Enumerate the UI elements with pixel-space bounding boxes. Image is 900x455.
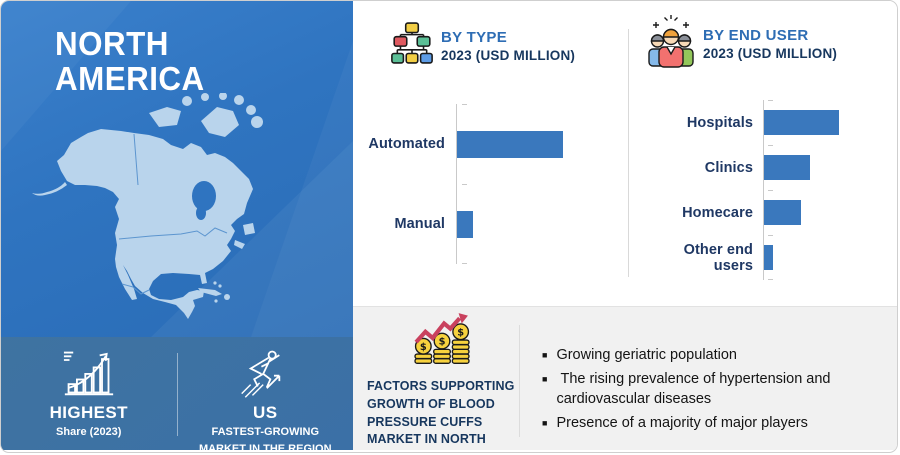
factors-bullet-list: ■ Growing geriatric population ■ The ris…: [542, 345, 852, 436]
axis-tick: [768, 145, 773, 146]
by-end-user-header: BY END USER 2023 (USD MILLION): [647, 13, 837, 74]
factors-title: FACTORS SUPPORTING GROWTH OF BLOOD PRESS…: [367, 379, 515, 452]
runner-icon: [233, 347, 297, 399]
stat-sublabel: FASTEST-GROWING MARKET IN THE REGION: [198, 426, 332, 453]
axis-tick: [768, 190, 773, 191]
charts-panel: BY TYPE 2023 (USD MILLION) Automated Man…: [353, 1, 897, 306]
stat-label: US: [253, 403, 278, 422]
axis-tick: [768, 279, 773, 280]
bullet-text: Presence of a majority of major players: [556, 414, 808, 431]
bullet-text: The rising prevalence of hypertension an…: [556, 370, 835, 408]
axis-tick: [462, 184, 467, 185]
list-item: ■ The rising prevalence of hypertension …: [542, 369, 852, 410]
svg-text:$: $: [457, 327, 464, 338]
by-end-user-chart: Hospitals Clinics Homecare Other end use…: [643, 100, 893, 280]
bar-label: Automated: [368, 136, 445, 152]
people-group-icon: [647, 13, 695, 74]
bar-row: Automated: [361, 104, 621, 184]
axis-tick: [462, 104, 467, 105]
bar: [457, 210, 473, 238]
bullet-icon: ■: [542, 373, 548, 384]
background-texture: [1, 1, 353, 337]
list-item: ■ Growing geriatric population: [542, 345, 852, 366]
north-america-map: [32, 93, 263, 319]
bar-row: Manual: [361, 184, 621, 264]
axis-tick: [768, 235, 773, 236]
stat-us-fastest: US FASTEST-GROWING MARKET IN THE REGION: [178, 337, 354, 453]
svg-text:$: $: [420, 342, 427, 353]
bar-label: Hospitals: [686, 114, 753, 131]
axis-tick: [768, 100, 773, 101]
list-item: ■ Presence of a majority of major player…: [542, 413, 852, 434]
bar: [764, 200, 801, 225]
hierarchy-icon: [391, 21, 433, 70]
by-type-title: BY TYPE: [441, 28, 508, 46]
bar-row: Other end users: [643, 235, 893, 280]
region-title: NORTH AMERICA: [55, 25, 205, 97]
bar-track: [456, 184, 563, 264]
bar: [764, 110, 839, 135]
stat-sublabel: Share (2023): [56, 426, 122, 438]
region-panel: NORTH AMERICA: [1, 1, 353, 337]
bar-track: [763, 235, 839, 280]
bar-label: Other end users: [683, 241, 753, 274]
stat-label: HIGHEST: [49, 403, 128, 422]
svg-text:$: $: [439, 337, 446, 348]
factors-divider: [519, 325, 520, 437]
stats-divider: [176, 353, 178, 436]
coins-growth-icon: $ $ $: [411, 311, 473, 372]
bullet-icon: ■: [542, 417, 548, 428]
axis-tick: [462, 263, 467, 264]
bar-track: [763, 145, 839, 190]
bar: [457, 130, 563, 158]
bar: [764, 155, 810, 180]
bar-label: Clinics: [704, 159, 753, 176]
by-type-chart: Automated Manual: [361, 104, 621, 264]
by-end-user-title: BY END USER: [703, 26, 809, 44]
bar: [764, 245, 773, 270]
factors-block: $ $ $ FACTORS SUPPORTING GROWTH OF BLOOD P…: [367, 311, 517, 452]
by-type-header: BY TYPE 2023 (USD MILLION): [391, 21, 575, 70]
bar-label: Manual: [394, 216, 445, 232]
factors-panel: $ $ $ FACTORS SUPPORTING GROWTH OF BLOOD P…: [353, 306, 897, 452]
stat-highest-share: HIGHEST Share (2023): [1, 337, 177, 450]
bar-row: Hospitals: [643, 100, 893, 145]
bar-track: [763, 190, 839, 235]
bar-track: [456, 104, 563, 184]
region-stats-strip: HIGHEST Share (2023) US FASTEST-GROW: [1, 337, 354, 453]
bar-row: Homecare: [643, 190, 893, 235]
bullet-text: Growing geriatric population: [556, 347, 737, 363]
by-end-user-subtitle: 2023 (USD MILLION): [703, 45, 838, 61]
charts-divider: [628, 29, 629, 277]
bar-track: [763, 100, 839, 145]
bar-row: Clinics: [643, 145, 893, 190]
by-type-subtitle: 2023 (USD MILLION): [441, 47, 576, 63]
bar-label: Homecare: [682, 204, 753, 221]
growth-chart-icon: [57, 347, 121, 399]
bullet-icon: ■: [542, 350, 548, 360]
